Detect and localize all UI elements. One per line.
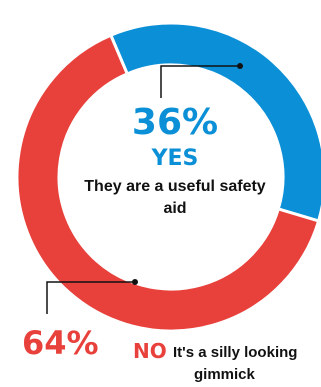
donut-slices	[15, 21, 321, 333]
no-label: NO	[133, 339, 167, 363]
yes-leader-line	[160, 65, 240, 98]
no-leader-dot	[132, 279, 138, 285]
yes-label: YES	[151, 146, 199, 171]
no-description: It's a silly looking gimmick	[173, 342, 297, 386]
no-description-line-1: It's a silly looking	[173, 344, 298, 361]
no-percent-label: 64%	[22, 324, 99, 362]
slice-no	[15, 33, 321, 333]
yes-leader-dot	[237, 63, 243, 69]
no-leader-line	[46, 281, 135, 314]
slice-yes	[108, 21, 321, 223]
no-description-line-2: gimmick	[194, 366, 255, 383]
yes-percent-label: 36%	[131, 102, 219, 143]
leader-lines	[46, 63, 243, 314]
yes-description: They are a useful safety aid	[84, 178, 266, 217]
